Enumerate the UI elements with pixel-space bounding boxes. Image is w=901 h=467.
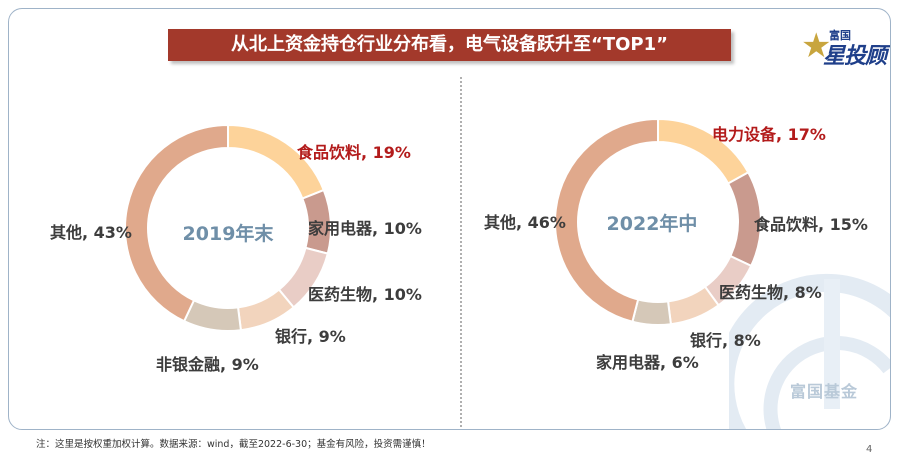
slice-label-2019-3: 银行, 9% (275, 327, 346, 346)
slice-label-2022-3: 银行, 8% (690, 331, 761, 350)
donut-2022-slice-4 (631, 298, 673, 326)
center-label-2022: 2022年中 (607, 212, 698, 235)
divider-line (460, 77, 462, 429)
chart-2022: 2022年中 电力设备, 17% 食品饮料, 15% 医药生物, 8% 银行, … (484, 117, 868, 372)
brand-logo: ★ 富国 星投顾 (799, 23, 890, 69)
donut-2019-slice-5 (124, 123, 229, 323)
slice-label-2022-2: 医药生物, 8% (719, 283, 822, 302)
donut-2022-slice-5 (554, 117, 659, 323)
watermark-arc-inner (763, 336, 890, 429)
watermark-bar (824, 279, 840, 409)
donut-2019-slices (124, 123, 332, 332)
donut-2022-slices (554, 117, 762, 326)
slice-label-2019-2: 医药生物, 10% (308, 285, 422, 304)
watermark-emblem (729, 273, 890, 429)
slice-label-2019-1: 家用电器, 10% (308, 219, 422, 238)
footnote: 注：这里是按权重加权计算。数据来源：wind，截至2022-6-30；基金有风险… (36, 439, 431, 450)
page-title: 从北上资金持仓行业分布看，电气设备跃升至“TOP1” (168, 29, 731, 61)
slice-label-2022-5: 其他, 46% (484, 213, 566, 232)
center-label-2019: 2019年末 (183, 222, 275, 245)
slice-label-2019-5: 其他, 43% (50, 223, 132, 242)
chart-2019: 2019年末 食品饮料, 19% 家用电器, 10% 医药生物, 10% 银行,… (50, 123, 422, 374)
slice-label-2022-4: 家用电器, 6% (596, 353, 699, 372)
slice-label-2019-4: 非银金融, 9% (156, 355, 259, 374)
watermark-arc-outer (729, 273, 890, 429)
logo-main-text: 星投顾 (823, 44, 887, 69)
slice-label-2022-1: 食品饮料, 15% (753, 215, 868, 234)
watermark-text: 富国基金 (790, 382, 859, 401)
slice-label-2022-0: 电力设备, 17% (712, 125, 826, 144)
page-number: 4 (866, 444, 873, 455)
star-icon: ★ (801, 26, 832, 66)
slice-label-2019-0: 食品饮料, 19% (296, 143, 411, 162)
logo-top-text: 富国 (829, 29, 851, 42)
